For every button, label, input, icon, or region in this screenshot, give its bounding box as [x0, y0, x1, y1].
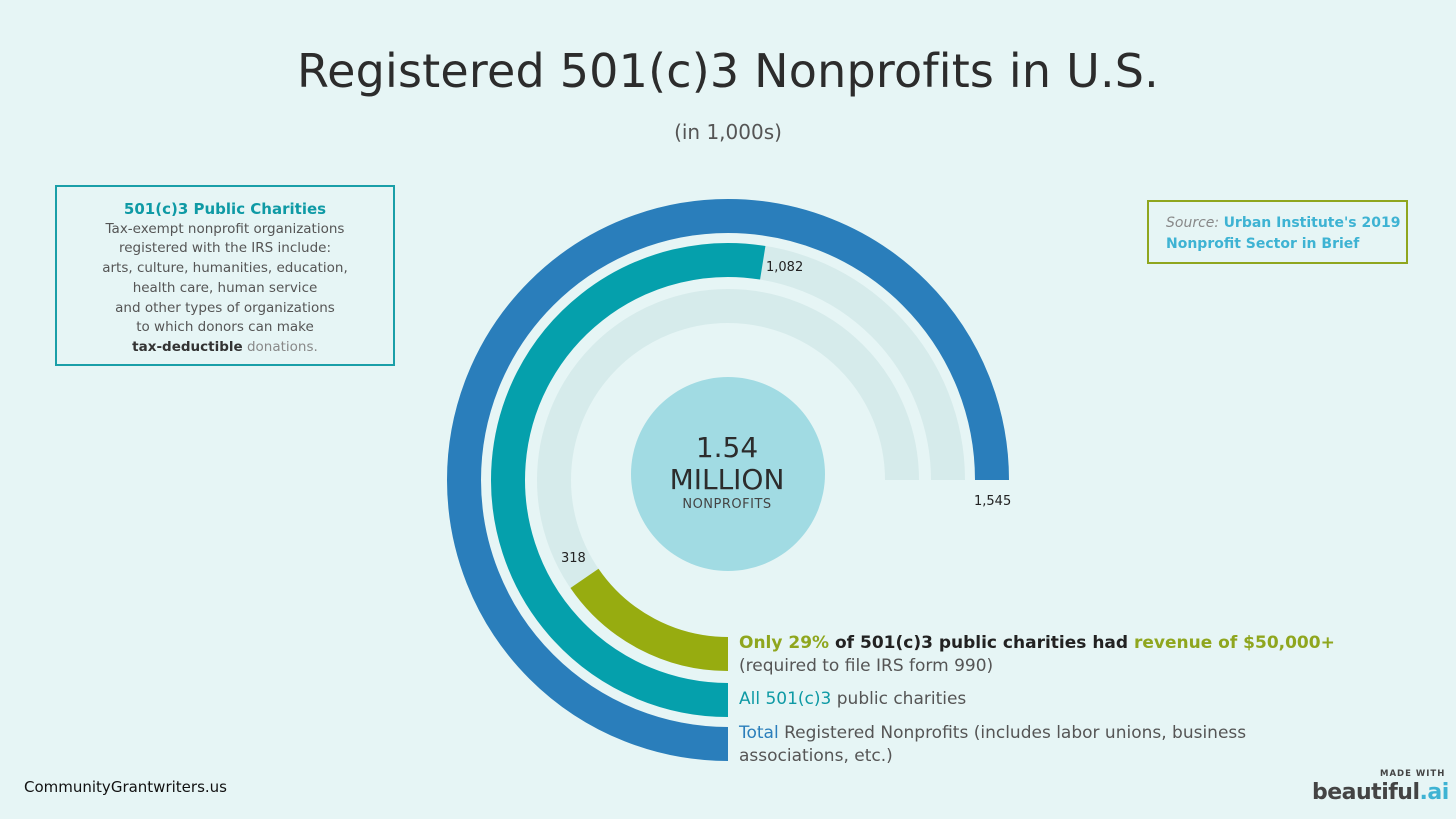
info-line: Tax-exempt nonprofit organizations — [105, 220, 345, 237]
legend-revenue-pct: Only 29% — [739, 633, 830, 653]
source-box: Source: Urban Institute's 2019 Nonprofit… — [1147, 200, 1408, 264]
info-last-rest: donations. — [242, 338, 318, 355]
center-value: 1.54 MILLION NONPROFITS — [630, 432, 824, 514]
brand-logo[interactable]: beautiful.ai — [1312, 780, 1449, 805]
data-label-charities: 1,082 — [766, 260, 804, 275]
center-number: 1.54 — [695, 431, 759, 464]
legend-charities-highlight: All 501(c)3 — [739, 689, 832, 709]
info-line: and other types of organizations — [115, 299, 335, 316]
legend-charities-rest: public charities — [831, 689, 967, 709]
center-circle — [631, 377, 825, 571]
source-link-line2[interactable]: Nonprofit Sector in Brief — [1166, 236, 1360, 252]
legend-charities: All 501(c)3 public charities — [739, 688, 966, 711]
legend-revenue-mid: of 501(c)3 public charities had — [829, 633, 1134, 653]
made-with-label: MADE WITH — [1380, 769, 1446, 779]
info-line: health care, human service — [132, 279, 318, 296]
legend-revenue-amount: revenue of $50,000+ — [1133, 633, 1335, 653]
legend-total-highlight: Total — [739, 723, 779, 743]
source-label: Source: — [1166, 215, 1220, 231]
info-heading: 501(c)3 Public Charities — [123, 200, 327, 218]
legend-total: Total Registered Nonprofits (includes la… — [739, 722, 1246, 768]
info-line: registered with the IRS include: — [119, 240, 331, 257]
data-label-total: 1,545 — [974, 494, 1012, 509]
brand-dot: .ai — [1419, 780, 1450, 805]
info-box: 501(c)3 Public Charities Tax-exempt nonp… — [55, 185, 395, 366]
legend-revenue-note: (required to file IRS form 990) — [739, 656, 994, 676]
info-line-last: tax-deductible donations. — [57, 338, 393, 358]
info-line: to which donors can make — [136, 319, 314, 336]
bar-revenue — [570, 568, 729, 671]
legend-total-line2: associations, etc.) — [739, 746, 893, 766]
center-unit: MILLION — [669, 463, 785, 496]
bar-charities — [491, 243, 766, 717]
data-label-revenue: 318 — [561, 551, 586, 566]
legend-total-rest: Registered Nonprofits (includes labor un… — [778, 723, 1247, 743]
brand-main: beautiful — [1312, 780, 1420, 805]
chart-title: Registered 501(c)3 Nonprofits in U.S. — [297, 44, 1159, 98]
center-caption: NONPROFITS — [682, 497, 772, 512]
info-line: arts, culture, humanities, education, — [102, 260, 348, 277]
legend-revenue: Only 29% of 501(c)3 public charities had… — [739, 632, 1335, 678]
chart-subtitle: (in 1,000s) — [674, 120, 782, 144]
info-bold-term: tax-deductible — [132, 338, 243, 355]
source-link[interactable]: Urban Institute's 2019 — [1223, 215, 1401, 231]
bar-total — [447, 199, 1009, 761]
footer-site[interactable]: CommunityGrantwriters.us — [24, 778, 227, 796]
